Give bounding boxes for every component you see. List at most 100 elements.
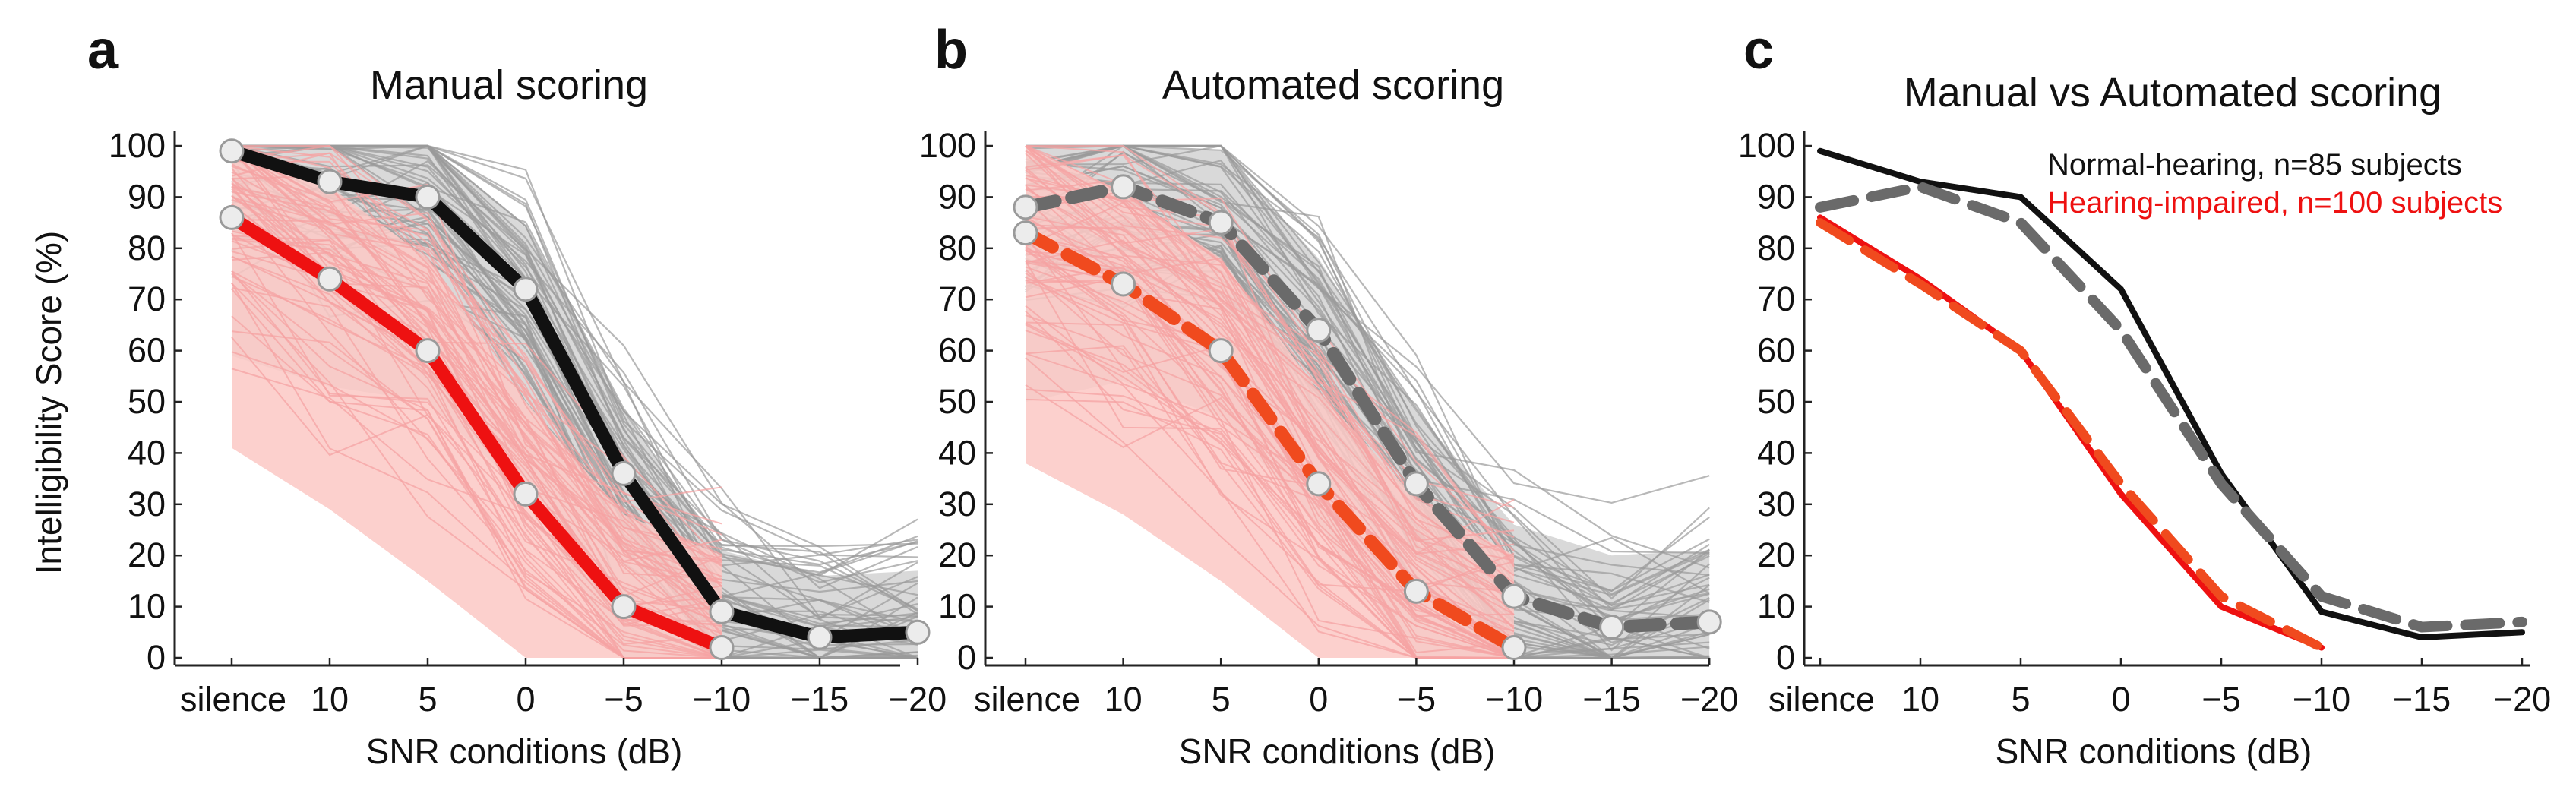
- x-tick-label: −15: [791, 680, 849, 719]
- x-tick-label: 5: [2011, 680, 2030, 719]
- hearing-impaired-mean-line-point: [415, 338, 441, 364]
- panel-letter-c: c: [1743, 20, 1774, 81]
- y-tick-label: 90: [128, 177, 166, 216]
- subject-trace: [1025, 223, 1515, 640]
- subject-trace: [1025, 384, 1514, 659]
- normal-hearing-mean-line-point: [1013, 194, 1038, 220]
- x-axis-label-a: SNR conditions (dB): [366, 732, 683, 771]
- y-tick-label: 70: [938, 280, 976, 318]
- subject-trace: [1025, 176, 1515, 558]
- subject-trace: [1026, 145, 1515, 555]
- subject-trace: [232, 144, 918, 577]
- normal-hearing-mean-line-point: [1501, 583, 1527, 609]
- subject-trace: [231, 287, 722, 659]
- subject-trace: [231, 185, 722, 627]
- y-tick-label: 60: [1757, 331, 1795, 370]
- y-tick-label: 0: [1776, 638, 1795, 677]
- subject-trace: [231, 283, 722, 659]
- subject-trace: [231, 237, 722, 611]
- y-tick-label: 30: [938, 485, 976, 523]
- x-tick-label: 10: [1105, 680, 1143, 719]
- subject-trace: [1025, 226, 1515, 609]
- hearing-impaired-mean-line-point: [1111, 271, 1136, 297]
- y-tick-label: 30: [128, 485, 166, 523]
- y-tick-label: 60: [938, 331, 976, 370]
- hearing-impaired-mean-line-point: [219, 204, 245, 230]
- subject-trace: [231, 153, 722, 563]
- subject-trace: [232, 144, 918, 583]
- subject-trace: [1025, 166, 1515, 615]
- subject-trace: [231, 197, 722, 609]
- legend-hearing-impaired: Hearing-impaired, n=100 subjects: [2047, 186, 2502, 220]
- subject-trace: [231, 145, 722, 587]
- subject-trace: [1025, 305, 1515, 659]
- subject-trace: [1025, 260, 1515, 659]
- subject-trace: [231, 178, 722, 640]
- normal-hearing-mean-line-point: [807, 624, 833, 650]
- subject-trace: [1025, 239, 1515, 659]
- subject-trace: [231, 144, 918, 556]
- y-tick-label: 40: [128, 433, 166, 472]
- x-tick-label: −20: [2493, 680, 2551, 719]
- legend-normal-hearing: Normal-hearing, n=85 subjects: [2047, 148, 2462, 182]
- normal-hearing-automated-line: [1815, 181, 2527, 633]
- subject-trace: [1025, 188, 1515, 589]
- y-tick-label: 90: [1757, 177, 1795, 216]
- x-tick-label: 0: [2111, 680, 2130, 719]
- y-tick-label: 20: [128, 536, 166, 574]
- hearing-impaired-mean-line-point: [1306, 471, 1332, 497]
- x-tick-label: −5: [604, 680, 643, 719]
- subject-trace: [231, 270, 722, 659]
- normal-hearing-mean-line-point: [1599, 615, 1625, 640]
- subject-trace: [231, 145, 722, 564]
- x-tick-label: 10: [311, 680, 349, 719]
- x-axis-label-c: SNR conditions (dB): [1996, 732, 2312, 771]
- subject-trace: [1025, 277, 1515, 659]
- x-tick-label: 0: [1309, 680, 1328, 719]
- y-tick-label: 10: [128, 587, 166, 626]
- subject-trace: [1025, 248, 1515, 659]
- subject-trace: [1025, 219, 1515, 659]
- panel-title-b: Automated scoring: [1162, 62, 1504, 108]
- subject-trace: [231, 144, 918, 621]
- subject-trace: [231, 145, 722, 598]
- hearing-impaired-mean-line-point: [1013, 220, 1038, 246]
- normal-hearing-mean-line-point: [611, 460, 637, 486]
- panel-letter-b: b: [934, 20, 968, 81]
- normal-hearing-mean-line-point: [317, 169, 343, 194]
- x-tick-label: −20: [1680, 680, 1738, 719]
- hearing-impaired-mean-line-point: [709, 635, 735, 661]
- x-tick-label: −5: [2201, 680, 2240, 719]
- x-tick-label: 5: [418, 680, 437, 719]
- subject-trace: [1025, 324, 1515, 659]
- x-tick-label: −5: [1397, 680, 1436, 719]
- y-tick-label: 20: [938, 536, 976, 574]
- subject-trace: [231, 160, 722, 580]
- subject-trace: [231, 145, 722, 581]
- y-tick-label: 70: [1757, 280, 1795, 318]
- subject-trace: [231, 145, 722, 555]
- hearing-impaired-mean-line-point: [513, 481, 539, 507]
- subject-trace: [231, 144, 918, 610]
- hearing-impaired-automated-line: [1816, 218, 2326, 653]
- y-tick-label: 90: [938, 177, 976, 216]
- y-tick-label: 100: [919, 126, 976, 165]
- subject-trace: [1025, 144, 1710, 606]
- normal-hearing-manual-line: [1817, 147, 2525, 641]
- y-tick-label: 70: [128, 280, 166, 318]
- y-tick-label: 10: [938, 587, 976, 626]
- y-tick-label: 10: [1757, 587, 1795, 626]
- hearing-impaired-subject-traces: [1025, 145, 1515, 659]
- normal-hearing-mean-line-point: [1208, 210, 1234, 235]
- subject-trace: [1025, 245, 1515, 646]
- y-tick-label: 100: [1738, 126, 1795, 165]
- x-tick-label: −10: [693, 680, 751, 719]
- normal-hearing-mean-line-point: [1403, 471, 1429, 497]
- y-tick-label: 80: [128, 229, 166, 267]
- hearing-impaired-subject-traces: [231, 144, 722, 659]
